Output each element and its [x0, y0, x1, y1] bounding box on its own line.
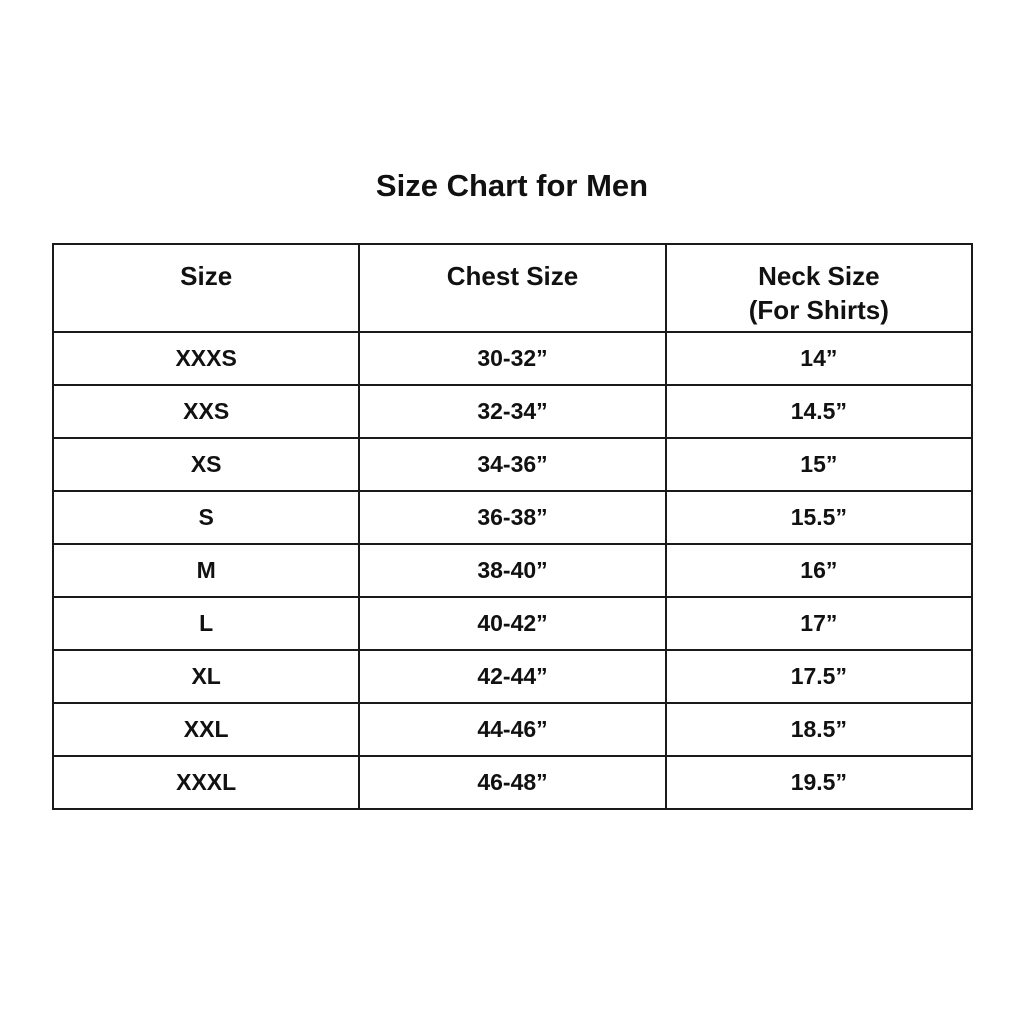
cell-chest: 38-40” [358, 543, 667, 598]
cell-chest: 30-32” [358, 331, 667, 386]
cell-neck: 18.5” [664, 702, 974, 757]
table-row: XXL 44-46” 18.5” [51, 702, 974, 757]
cell-chest: 32-34” [358, 384, 667, 439]
header-size: Size [51, 243, 361, 333]
cell-neck: 16” [664, 543, 974, 598]
cell-size: XL [51, 649, 361, 704]
table-row: M 38-40” 16” [51, 543, 974, 598]
cell-size: XXXS [51, 331, 361, 386]
cell-size: XS [51, 437, 361, 492]
page-title: Size Chart for Men [375, 168, 649, 203]
cell-neck: 17” [664, 596, 974, 651]
cell-size: S [51, 490, 361, 545]
cell-neck: 17.5” [664, 649, 974, 704]
cell-neck: 14” [664, 331, 974, 386]
cell-neck: 19.5” [664, 755, 974, 810]
cell-size: XXL [51, 702, 361, 757]
header-neck: Neck Size (For Shirts) [664, 243, 974, 333]
cell-chest: 40-42” [358, 596, 667, 651]
cell-neck: 14.5” [664, 384, 974, 439]
cell-size: XXS [51, 384, 361, 439]
table-row: XXS 32-34” 14.5” [51, 384, 974, 439]
header-neck-label: Neck Size [758, 261, 880, 291]
cell-neck: 15” [664, 437, 974, 492]
header-chest: Chest Size [358, 243, 667, 333]
table-row: XL 42-44” 17.5” [51, 649, 974, 704]
cell-neck: 15.5” [664, 490, 974, 545]
cell-chest: 34-36” [358, 437, 667, 492]
cell-chest: 46-48” [358, 755, 667, 810]
cell-size: M [51, 543, 361, 598]
table-row: XXXS 30-32” 14” [51, 331, 974, 386]
cell-chest: 36-38” [358, 490, 667, 545]
size-table: Size Chest Size Neck Size (For Shirts) X… [51, 243, 974, 810]
table-row: S 36-38” 15.5” [51, 490, 974, 545]
table-row: XS 34-36” 15” [51, 437, 974, 492]
cell-chest: 44-46” [358, 702, 667, 757]
table-row: XXXL 46-48” 19.5” [51, 755, 974, 810]
header-neck-sub: (For Shirts) [748, 295, 889, 325]
cell-size: XXXL [51, 755, 361, 810]
header-row: Size Chest Size Neck Size (For Shirts) [51, 243, 974, 333]
cell-size: L [51, 596, 361, 651]
cell-chest: 42-44” [358, 649, 667, 704]
table-row: L 40-42” 17” [51, 596, 974, 651]
